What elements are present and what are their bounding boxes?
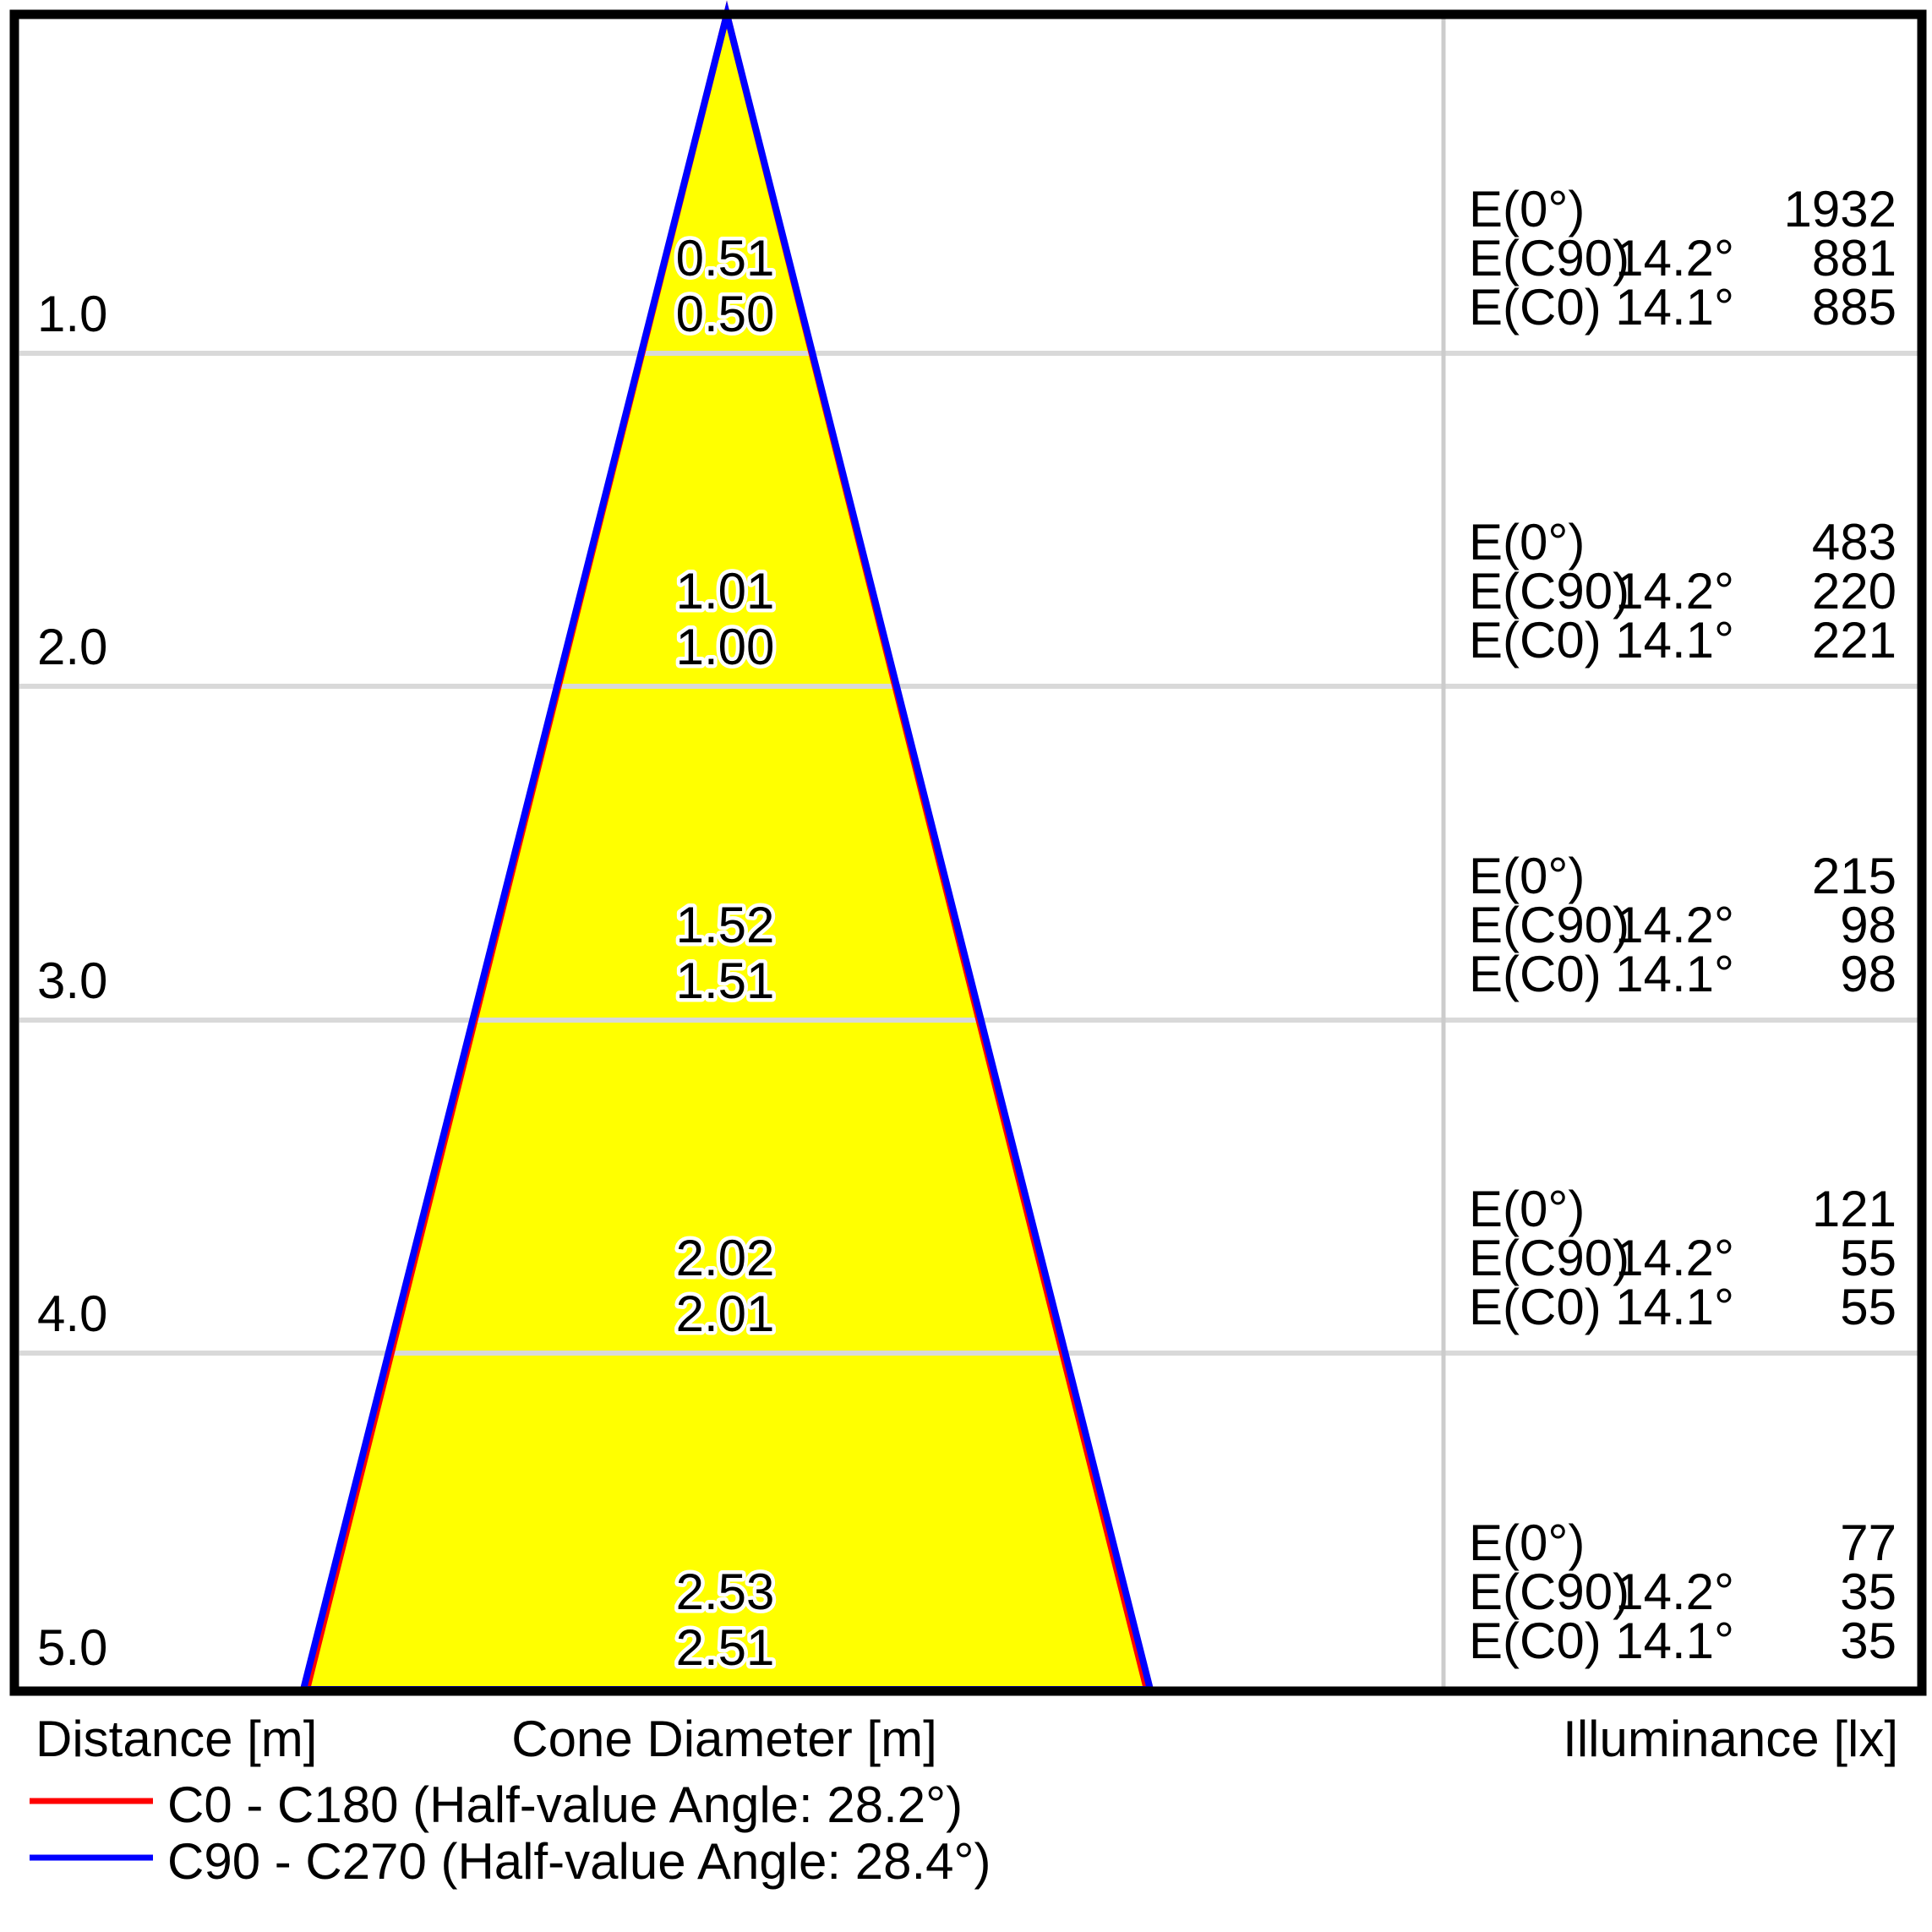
- legend-c0-label: C0 - C180 (Half-value Angle: 28.2°): [167, 1776, 963, 1833]
- ec0-value: 55: [1840, 1279, 1897, 1335]
- beam-cone-fill: [303, 14, 1150, 1689]
- ec0-value: 98: [1840, 946, 1897, 1002]
- ec90-angle: 14.2°: [1615, 1564, 1734, 1620]
- ec0-label: E(C0): [1469, 946, 1602, 1002]
- table-row: 3.0 1.52 1.51 E(0°) 215 E(C90) 14.2° 98 …: [37, 848, 1897, 1013]
- cone-diameter-c90-value: 0.51: [676, 230, 775, 287]
- chart-frame: [9, 9, 1927, 1696]
- cone-diameter-c90-value: 1.52: [676, 897, 775, 953]
- cone-diameter-c90-value: 2.53: [676, 1564, 775, 1620]
- ec90-label: E(C90): [1469, 563, 1629, 619]
- ec90-label: E(C90): [1469, 1230, 1629, 1286]
- ec90-value: 220: [1812, 563, 1897, 619]
- ec90-angle: 14.2°: [1615, 897, 1734, 953]
- footer-labels: Distance [m] Cone Diameter [m] Illuminan…: [35, 1711, 1898, 1767]
- e0-label: E(0°): [1469, 181, 1585, 237]
- ec0-value: 221: [1812, 612, 1897, 669]
- distance-label: 1.0: [37, 286, 107, 342]
- ec0-label: E(C0): [1469, 1613, 1602, 1669]
- cone-diameter-c90-value: 1.01: [676, 563, 775, 619]
- cone-diameter-c90-value: 2.02: [676, 1230, 775, 1286]
- cone-diameter-c0-value: 2.51: [676, 1619, 775, 1676]
- table-row: 1.0 0.51 0.50 E(0°) 1932 E(C90) 14.2° 88…: [37, 181, 1897, 347]
- ec90-label: E(C90): [1469, 897, 1629, 953]
- ec0-label: E(C0): [1469, 279, 1602, 336]
- distance-axis-label: Distance [m]: [35, 1711, 317, 1767]
- legend: C0 - C180 (Half-value Angle: 28.2°) C90 …: [30, 1776, 991, 1890]
- cone-diameter-c0-value: 2.01: [676, 1285, 775, 1342]
- ec90-value: 881: [1812, 230, 1897, 287]
- ec90-label: E(C90): [1469, 230, 1629, 287]
- ec0-label: E(C0): [1469, 612, 1602, 669]
- e0-label: E(0°): [1469, 848, 1585, 904]
- e0-value: 483: [1812, 514, 1897, 570]
- table-row: 5.0 2.53 2.51 E(0°) 77 E(C90) 14.2° 35 E…: [37, 1514, 1897, 1680]
- ec0-value: 885: [1812, 279, 1897, 336]
- ec0-angle: 14.1°: [1615, 279, 1734, 336]
- cone-diameter-axis-label: Cone Diameter [m]: [511, 1711, 937, 1767]
- e0-value: 215: [1812, 848, 1897, 904]
- e0-label: E(0°): [1469, 1181, 1585, 1237]
- cone-diameter-c0-value: 0.50: [676, 286, 775, 342]
- ec0-value: 35: [1840, 1613, 1897, 1669]
- table-row: 4.0 2.02 2.01 E(0°) 121 E(C90) 14.2° 55 …: [37, 1181, 1897, 1346]
- table-row: 2.0 1.01 1.00 E(0°) 483 E(C90) 14.2° 220…: [37, 514, 1897, 679]
- ec90-value: 98: [1840, 897, 1897, 953]
- cone-diameter-c0-value: 1.00: [676, 619, 775, 675]
- e0-value: 121: [1812, 1181, 1897, 1237]
- ec0-angle: 14.1°: [1615, 612, 1734, 669]
- ec90-value: 55: [1840, 1230, 1897, 1286]
- ec0-angle: 14.1°: [1615, 1613, 1734, 1669]
- ec90-value: 35: [1840, 1564, 1897, 1620]
- distance-label: 5.0: [37, 1619, 107, 1676]
- legend-c90-label: C90 - C270 (Half-value Angle: 28.4°): [167, 1833, 991, 1890]
- distance-label: 2.0: [37, 619, 107, 675]
- e0-value: 77: [1840, 1514, 1897, 1571]
- distance-label: 3.0: [37, 952, 107, 1009]
- ec90-label: E(C90): [1469, 1564, 1629, 1620]
- ec0-angle: 14.1°: [1615, 1279, 1734, 1335]
- ec90-angle: 14.2°: [1615, 563, 1734, 619]
- ec90-angle: 14.2°: [1615, 1230, 1734, 1286]
- ec0-angle: 14.1°: [1615, 946, 1734, 1002]
- e0-value: 1932: [1784, 181, 1897, 237]
- e0-label: E(0°): [1469, 514, 1585, 570]
- ec0-label: E(C0): [1469, 1279, 1602, 1335]
- e0-label: E(0°): [1469, 1514, 1585, 1571]
- distance-label: 4.0: [37, 1285, 107, 1342]
- cone-diameter-c0-value: 1.51: [676, 952, 775, 1009]
- ec90-angle: 14.2°: [1615, 230, 1734, 287]
- illuminance-axis-label: Illuminance [lx]: [1563, 1711, 1898, 1767]
